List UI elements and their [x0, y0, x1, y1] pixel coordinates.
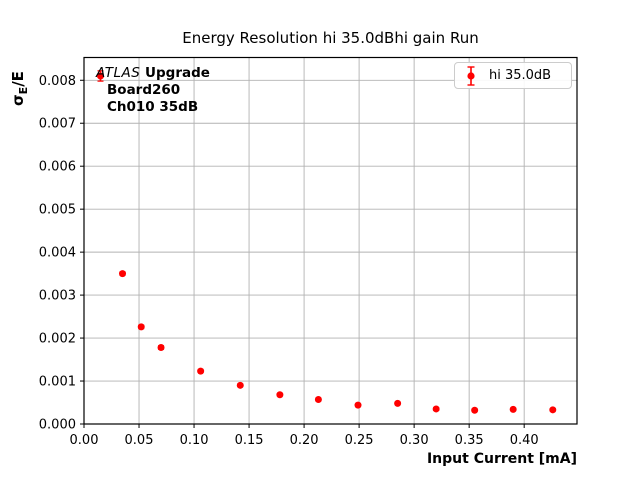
x-tick-label: 0.05	[125, 433, 154, 448]
data-point	[432, 405, 440, 413]
legend: hi 35.0dB	[454, 62, 572, 89]
y-tick-label: 0.006	[39, 160, 76, 175]
x-tick-label: 0.00	[70, 433, 99, 448]
legend-label: hi 35.0dB	[489, 68, 552, 83]
y-axis-label: σE/E	[9, 71, 30, 106]
x-tick-label: 0.30	[400, 433, 429, 448]
data-point	[197, 367, 205, 375]
plot-annotation: ATLAS Upgrade Board260 Ch010 35dB	[96, 65, 210, 116]
errorbar-dot-icon	[467, 65, 475, 86]
data-point	[549, 406, 557, 414]
data-point	[394, 399, 402, 407]
y-tick-label: 0.007	[39, 117, 76, 132]
data-point	[509, 405, 517, 413]
data-point	[137, 323, 145, 331]
experiment-name: ATLAS	[96, 65, 141, 81]
data-point	[97, 72, 105, 80]
data-point	[314, 396, 322, 404]
data-point	[354, 401, 362, 409]
y-tick-label: 0.003	[39, 289, 76, 304]
data-series	[97, 70, 557, 414]
x-tick-label: 0.10	[180, 433, 209, 448]
x-tick-label: 0.40	[510, 433, 539, 448]
x-tick-label: 0.15	[235, 433, 264, 448]
y-tick-label: 0.005	[39, 203, 76, 218]
axis-ticks: 0.00 0.05 0.10 0.15 0.20 0.25 0.30 0.35 0.40 0.00…	[39, 74, 539, 448]
chart-title: Energy Resolution hi 35.0dBhi gain Run	[182, 29, 479, 47]
y-tick-label: 0.001	[39, 375, 76, 390]
data-point	[157, 344, 165, 352]
y-tick-label: 0.000	[39, 418, 76, 433]
data-point	[236, 381, 244, 389]
ylabel-sigma: σ	[9, 94, 27, 106]
data-point	[276, 391, 284, 399]
grid-lines	[83, 57, 577, 425]
data-point	[119, 270, 127, 278]
annotation-line-2: Board260	[107, 82, 181, 98]
ylabel-sub: E	[17, 86, 30, 95]
ylabel-rest: /E	[9, 71, 27, 87]
plot-frame	[83, 56, 578, 425]
data-point	[471, 406, 479, 414]
x-tick-label: 0.25	[345, 433, 374, 448]
x-axis-label: Input Current [mA]	[426, 451, 577, 467]
x-tick-label: 0.35	[455, 433, 484, 448]
x-tick-label: 0.20	[290, 433, 319, 448]
y-tick-label: 0.004	[39, 246, 76, 261]
annotation-line-1: ATLAS Upgrade	[96, 65, 210, 82]
annotation-upgrade: Upgrade	[140, 65, 210, 81]
y-tick-label: 0.008	[39, 74, 76, 89]
y-tick-label: 0.002	[39, 332, 76, 347]
annotation-line-3: Ch010 35dB	[107, 99, 199, 115]
